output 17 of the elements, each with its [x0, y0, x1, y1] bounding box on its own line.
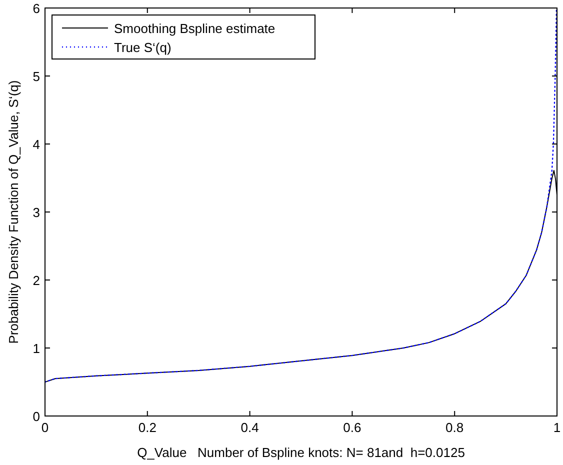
x-tick-label: 0.6: [343, 420, 362, 435]
y-tick-label: 6: [32, 1, 40, 16]
y-tick-label: 2: [32, 273, 40, 288]
y-tick-label: 4: [32, 137, 40, 152]
legend-label: Smoothing Bspline estimate: [114, 21, 276, 36]
y-axis-title: Probability Density Function of Q_Value, S‘(q): [6, 80, 21, 344]
x-tick-label: 0.8: [446, 420, 464, 435]
x-tick-label: 1: [553, 420, 561, 435]
line-series: [45, 8, 557, 383]
legend-label: True S‘(q): [114, 40, 172, 55]
x-tick-label: 0.4: [240, 420, 259, 435]
x-axis-title: Q_Value Number of Bspline knots: N= 81and h=0.0125: [137, 445, 465, 460]
x-tick-label: 0.2: [138, 420, 156, 435]
y-tick-label: 1: [32, 341, 40, 356]
y-tick-label: 3: [32, 205, 40, 220]
y-tick-label: 0: [32, 409, 40, 424]
y-tick-label: 5: [32, 69, 40, 84]
